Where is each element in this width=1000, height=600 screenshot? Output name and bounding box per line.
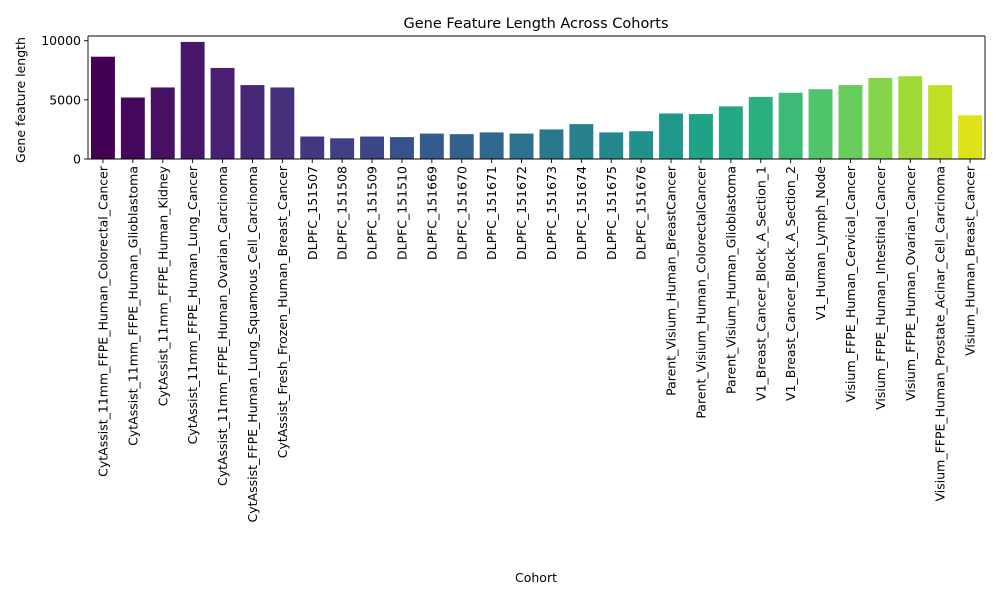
x-tick-label: Parent_Visium_Human_Glioblastoma bbox=[723, 166, 738, 394]
bar-DLPFC_151670 bbox=[449, 134, 474, 159]
x-axis-ticks: CytAssist_11mm_FFPE_Human_Colorectal_Can… bbox=[95, 159, 978, 523]
x-tick-label: CytAssist_11mm_FFPE_Human_Glioblastoma bbox=[125, 166, 140, 446]
x-tick-label: DLPFC_151676 bbox=[634, 166, 649, 260]
x-tick-label: CytAssist_Fresh_Frozen_Human_Breast_Canc… bbox=[275, 165, 290, 458]
x-tick-label: V1_Human_Lymph_Node bbox=[813, 166, 828, 321]
bar-Visium_FFPE_Human_Cervical_Cancer bbox=[838, 85, 863, 159]
bar-DLPFC_151508 bbox=[330, 138, 355, 159]
bar-Parent_Visium_Human_ColorectalCancer bbox=[688, 114, 713, 159]
bar-CytAssist_FFPE_Human_Lung_Squamous_Cell_Carcinoma bbox=[240, 85, 265, 159]
chart-title: Gene Feature Length Across Cohorts bbox=[403, 16, 668, 32]
bar-DLPFC_151673 bbox=[539, 129, 564, 159]
x-tick-label: DLPFC_151507 bbox=[305, 166, 320, 260]
x-tick-label: V1_Breast_Cancer_Block_A_Section_2 bbox=[783, 166, 798, 401]
bar-DLPFC_151676 bbox=[629, 131, 654, 159]
x-tick-label: DLPFC_151673 bbox=[544, 166, 559, 260]
bar-Parent_Visium_Human_BreastCancer bbox=[659, 113, 684, 159]
bar-V1_Breast_Cancer_Block_A_Section_2 bbox=[778, 92, 803, 159]
bar-DLPFC_151509 bbox=[360, 136, 385, 159]
x-tick-label: Parent_Visium_Human_ColorectalCancer bbox=[693, 165, 708, 419]
x-tick-label: DLPFC_151674 bbox=[574, 166, 589, 260]
bar-DLPFC_151671 bbox=[479, 132, 504, 159]
y-axis-ticks: 0 5000 10000 bbox=[41, 33, 88, 167]
x-tick-label: DLPFC_151671 bbox=[484, 166, 499, 260]
bar-V1_Human_Lymph_Node bbox=[808, 89, 833, 159]
bars-layer bbox=[90, 41, 983, 160]
bar-DLPFC_151507 bbox=[300, 136, 325, 159]
bar-V1_Breast_Cancer_Block_A_Section_1 bbox=[748, 96, 773, 159]
x-tick-label: DLPFC_151675 bbox=[604, 166, 619, 260]
bar-DLPFC_151674 bbox=[569, 124, 594, 159]
x-tick-label: DLPFC_151510 bbox=[394, 166, 409, 260]
bar-CytAssist_11mm_FFPE_Human_Ovarian_Carcinoma bbox=[210, 67, 235, 159]
x-tick-label: Visium_FFPE_Human_Prostate_Acinar_Cell_C… bbox=[933, 166, 948, 502]
bar-Visium_FFPE_Human_Ovarian_Cancer bbox=[898, 76, 923, 159]
x-tick-label: Visium_FFPE_Human_Cervical_Cancer bbox=[843, 165, 858, 402]
x-tick-label: DLPFC_151672 bbox=[514, 166, 529, 260]
y-tick-label: 5000 bbox=[49, 92, 81, 107]
bar-CytAssist_11mm_FFPE_Human_Kidney bbox=[150, 87, 175, 159]
y-tick-label: 10000 bbox=[41, 33, 81, 48]
bar-CytAssist_11mm_FFPE_Human_Colorectal_Cancer bbox=[90, 56, 115, 160]
x-tick-label: Visium_FFPE_Human_Intestinal_Cancer bbox=[873, 165, 888, 410]
x-tick-label: Visium_Human_Breast_Cancer bbox=[963, 165, 978, 356]
x-tick-label: CytAssist_11mm_FFPE_Human_Ovarian_Carcin… bbox=[215, 166, 230, 486]
y-axis-label: Gene feature length bbox=[13, 37, 28, 163]
bar-Visium_FFPE_Human_Prostate_Acinar_Cell_Carcinoma bbox=[928, 85, 953, 159]
x-tick-label: CytAssist_11mm_FFPE_Human_Kidney bbox=[155, 165, 170, 406]
x-tick-label: DLPFC_151509 bbox=[365, 166, 380, 260]
bar-CytAssist_Fresh_Frozen_Human_Breast_Cancer bbox=[270, 87, 295, 159]
x-tick-label: CytAssist_11mm_FFPE_Human_Lung_Cancer bbox=[185, 165, 200, 444]
x-tick-label: Parent_Visium_Human_BreastCancer bbox=[664, 165, 679, 396]
axes-layer bbox=[87, 35, 986, 160]
bar-DLPFC_151669 bbox=[419, 133, 444, 159]
x-tick-label: DLPFC_151670 bbox=[454, 166, 469, 260]
x-tick-label: DLPFC_151508 bbox=[335, 166, 350, 260]
x-tick-label: DLPFC_151669 bbox=[424, 166, 439, 260]
bar-DLPFC_151675 bbox=[599, 132, 624, 159]
x-tick-label: Visium_FFPE_Human_Ovarian_Cancer bbox=[903, 165, 918, 401]
bar-DLPFC_151510 bbox=[389, 137, 414, 159]
bar-Visium_FFPE_Human_Intestinal_Cancer bbox=[868, 77, 893, 159]
bar-Parent_Visium_Human_Glioblastoma bbox=[718, 106, 743, 159]
x-tick-label: CytAssist_11mm_FFPE_Human_Colorectal_Can… bbox=[95, 165, 110, 477]
x-tick-label: CytAssist_FFPE_Human_Lung_Squamous_Cell_… bbox=[245, 166, 260, 523]
x-tick-label: V1_Breast_Cancer_Block_A_Section_1 bbox=[753, 166, 768, 401]
bar-CytAssist_11mm_FFPE_Human_Lung_Cancer bbox=[180, 41, 205, 159]
bar-CytAssist_11mm_FFPE_Human_Glioblastoma bbox=[120, 97, 145, 159]
x-axis-label: Cohort bbox=[515, 570, 557, 585]
bar-DLPFC_151672 bbox=[509, 133, 534, 159]
y-tick-label: 0 bbox=[73, 152, 81, 167]
bar-Visium_Human_Breast_Cancer bbox=[958, 115, 983, 159]
